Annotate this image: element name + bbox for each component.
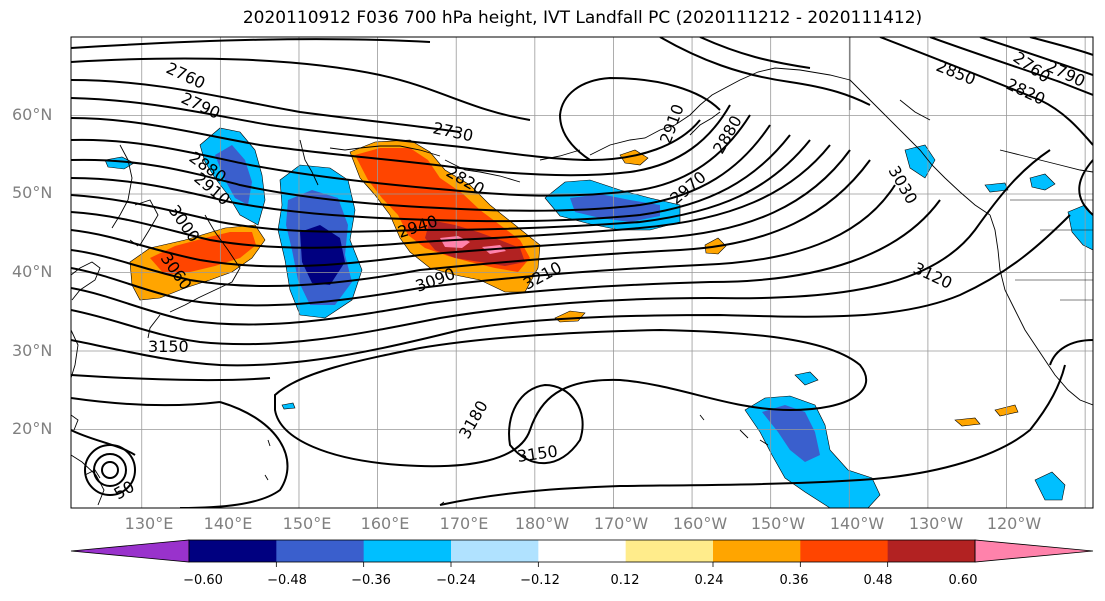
lat-tick-label: 40°N [12,262,53,281]
height-contour [71,199,941,326]
lon-tick-label: 150°E [282,514,332,533]
colorbar-bin [538,540,627,562]
colorbar-bin [887,540,976,562]
colorbar-bin [451,540,539,562]
height-contour [71,139,811,233]
height-contour [71,339,1093,508]
colorbar-tick-label: 0.48 [863,573,893,588]
colorbar-bin [800,540,889,562]
ivt-negative-region [1029,173,1056,191]
colorbar-tick-label: −0.24 [436,573,476,588]
height-contour [71,144,831,249]
height-contour [71,328,867,468]
coastline-north-america [989,149,1093,406]
ivt-positive-region [954,417,981,427]
map-panel: 2760 2790 2880 2910 3000 3060 3150 2730 … [71,37,1093,508]
height-contour [508,383,584,465]
height-contour [71,114,751,197]
height-contour [659,37,1093,216]
colorbar-outline [188,539,976,563]
low-center-contour [84,444,136,496]
colorbar-bin [276,540,365,562]
colorbar-extend-high [974,539,1094,563]
coastline-asia [71,144,241,506]
lat-tick-label: 60°N [12,105,53,124]
height-contour [71,149,1051,346]
lon-tick-label: 160°W [672,514,728,533]
map-frame [70,36,1094,509]
height-contour [71,184,896,307]
lon-tick-label: 140°E [203,514,253,533]
lon-tick-label: 150°W [750,514,806,533]
lat-tick-label: 20°N [12,419,53,438]
lon-tick-label: 180°W [514,514,570,533]
height-contour [71,159,871,288]
lon-tick-label: 120°W [986,514,1042,533]
height-contour [71,57,531,121]
colorbar-bin [363,540,452,562]
lon-tick-label: 160°E [360,514,410,533]
coastline-kamchatka-aleutians [299,139,581,186]
contour-label: 3150 [148,337,189,356]
height-contour [71,149,851,268]
height-contour [71,79,461,133]
colorbar-tick-label: 0.24 [694,573,724,588]
colorbar-tick-label: 0.60 [948,573,978,588]
colorbar-bin [713,540,801,562]
ivt-positive-region [425,220,525,266]
ivt-negative-region [300,225,345,285]
lat-tick-label: 50°N [12,183,53,202]
colorbar-tick-label: 0.12 [610,573,640,588]
colorbar-bin [189,540,277,562]
lon-tick-label: 130°E [124,514,174,533]
lon-tick-label: 130°W [908,514,964,533]
ivt-negative-region [904,144,936,179]
low-center-contour [101,461,119,479]
map-title: 2020110912 F036 700 hPa height, IVT Land… [242,8,923,28]
colorbar [70,539,1094,567]
ivt-negative-region [984,182,1009,193]
lat-tick-label: 30°N [12,341,53,360]
ivt-negative-region [762,405,820,462]
colorbar-tick-label: −0.48 [267,573,307,588]
colorbar-extend-low [70,539,190,563]
ivt-negative-region [794,371,819,386]
colorbar-tick-label: 0.36 [779,573,809,588]
colorbar-tick-label: −0.12 [520,573,560,588]
height-contour [71,124,771,212]
height-contour [71,97,701,162]
height-contours [71,37,1093,508]
height-contour [71,429,136,456]
height-contour [558,76,721,161]
height-contour [71,104,731,177]
low-center-contour [93,453,127,487]
lon-tick-label: 140°W [829,514,885,533]
ivt-negative-region [1034,471,1066,501]
colorbar-bin [625,540,714,562]
ivt-negative-region [281,402,296,410]
boundary-lines [849,37,1093,301]
colorbar-tick-label: −0.60 [183,573,223,588]
lon-tick-label: 170°E [439,514,489,533]
height-contour [71,38,431,49]
colorbar-tick-label: −0.36 [351,573,391,588]
height-contour [71,134,791,223]
lon-tick-label: 170°W [593,514,649,533]
height-contour [71,214,1071,367]
